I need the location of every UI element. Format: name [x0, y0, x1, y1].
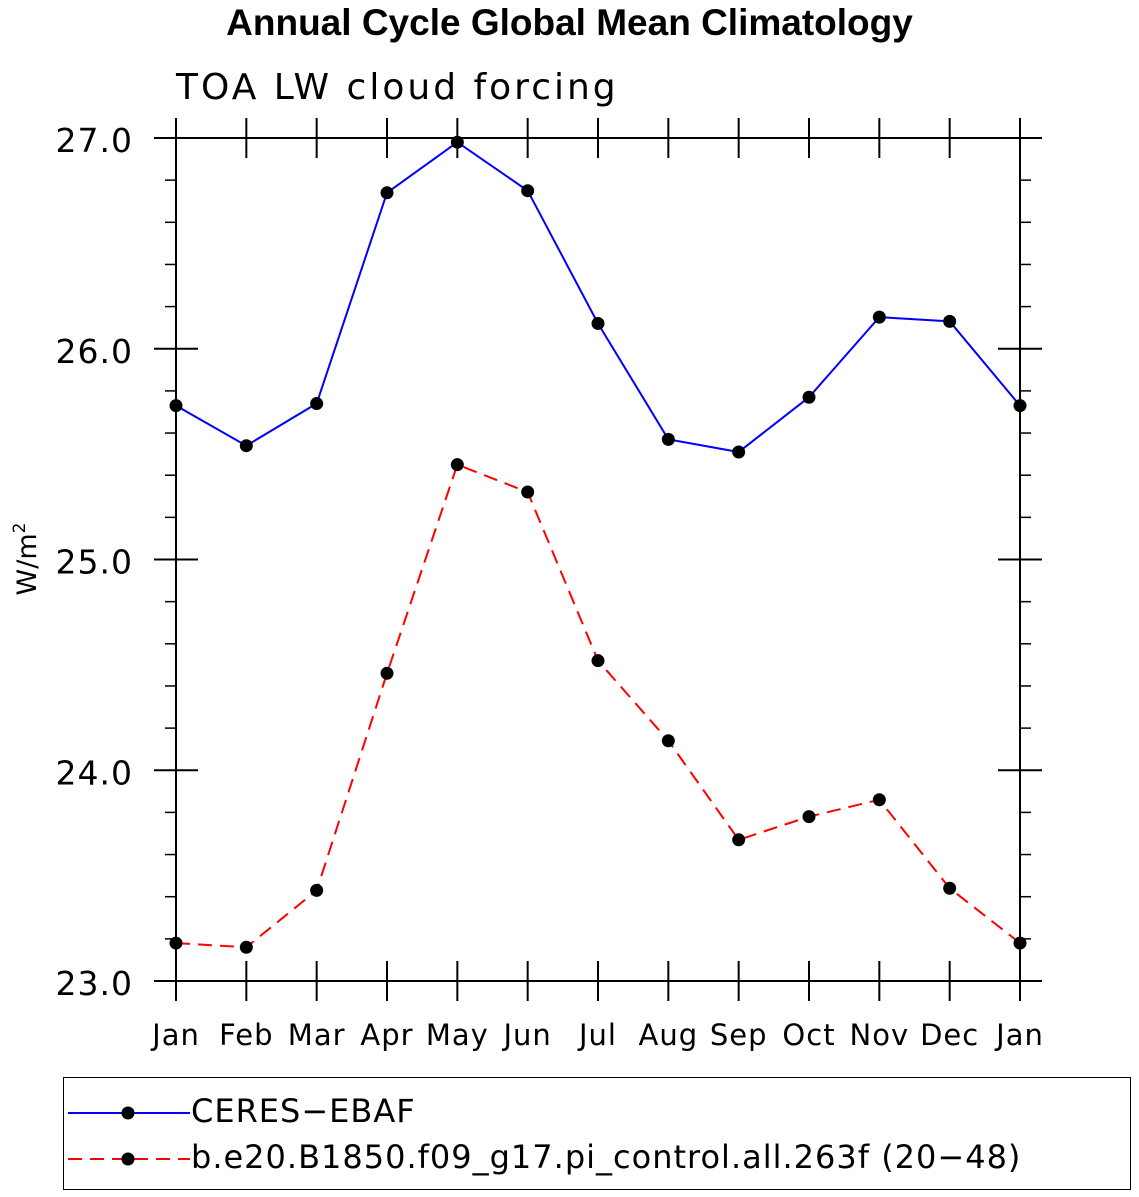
- x-tick-label: Dec: [920, 1018, 979, 1052]
- series-layer: [169, 135, 1027, 954]
- data-point: [450, 458, 464, 472]
- chart-subtitle: TOA LW cloud forcing: [176, 67, 619, 108]
- data-point: [169, 936, 183, 950]
- data-point: [661, 432, 675, 446]
- data-point: [661, 734, 675, 748]
- data-point: [732, 833, 746, 847]
- data-point: [872, 310, 886, 324]
- chart-title: Annual Cycle Global Mean Climatology: [226, 2, 913, 43]
- x-tick-label: Apr: [360, 1018, 413, 1052]
- data-point: [591, 316, 605, 330]
- legend-marker-model: [121, 1152, 135, 1166]
- data-point: [310, 883, 324, 897]
- y-axis-label: W/m2: [10, 523, 43, 596]
- x-tick-label: Mar: [288, 1018, 346, 1052]
- x-tick-label: Aug: [639, 1018, 699, 1052]
- data-point: [943, 881, 957, 895]
- x-tick-label: Sep: [710, 1018, 768, 1052]
- data-point: [732, 445, 746, 459]
- data-point: [380, 186, 394, 200]
- data-point: [450, 135, 464, 149]
- legend-swatch-ceres: [68, 1106, 190, 1120]
- y-tick-label: 24.0: [56, 753, 133, 792]
- data-point: [802, 810, 816, 824]
- y-tick-label: 27.0: [56, 121, 133, 160]
- legend-item-ceres: CERES−EBAF: [64, 1091, 1130, 1135]
- x-tick-label: Jan: [150, 1018, 200, 1052]
- x-tick-label: May: [426, 1018, 489, 1052]
- y-axis-label-superscript: 2: [10, 523, 30, 534]
- labels: Jan Feb Mar Apr May Jun Jul Aug Sep Oct Nov Dec Jan 2…: [10, 121, 1044, 1052]
- series-line-0: [175, 140, 1021, 454]
- line-chart: Jan Feb Mar Apr May Jun Jul Aug Sep Oct Nov Dec Jan 2…: [10, 118, 1044, 1052]
- data-point: [521, 485, 535, 499]
- data-point: [169, 399, 183, 413]
- data-point: [380, 666, 394, 680]
- legend-swatch-model: [68, 1152, 190, 1166]
- legend-item-model: b.e20.B1850.f09_g17.pi_control.all.263f …: [64, 1137, 1130, 1181]
- legend-label-ceres: CERES−EBAF: [191, 1092, 416, 1130]
- x-tick-label: Oct: [782, 1018, 835, 1052]
- x-tick-label: Jul: [577, 1018, 617, 1052]
- axes: [154, 118, 1042, 1001]
- data-point: [521, 184, 535, 198]
- data-point: [1013, 399, 1027, 413]
- y-tick-label: 25.0: [56, 543, 133, 582]
- data-point: [310, 397, 324, 411]
- y-tick-label: 23.0: [56, 964, 133, 1003]
- legend: CERES−EBAF b.e20.B1850.f09_g17.pi_contro…: [63, 1077, 1131, 1190]
- y-axis-label-base: W/m: [12, 533, 43, 595]
- data-point: [1013, 936, 1027, 950]
- data-point: [239, 439, 253, 453]
- series-line-1: [175, 463, 1021, 949]
- data-point: [239, 940, 253, 954]
- legend-marker-ceres: [121, 1106, 135, 1120]
- x-tick-label: Jun: [502, 1018, 552, 1052]
- x-tick-label: Nov: [850, 1018, 910, 1052]
- x-tick-label: Jan: [994, 1018, 1044, 1052]
- data-point: [872, 793, 886, 807]
- legend-label-model: b.e20.B1850.f09_g17.pi_control.all.263f …: [191, 1138, 1022, 1176]
- data-point: [802, 390, 816, 404]
- x-tick-label: Feb: [219, 1018, 273, 1052]
- data-point: [591, 654, 605, 668]
- plot-frame: [175, 137, 1021, 982]
- data-point: [943, 314, 957, 328]
- y-tick-label: 26.0: [56, 332, 133, 371]
